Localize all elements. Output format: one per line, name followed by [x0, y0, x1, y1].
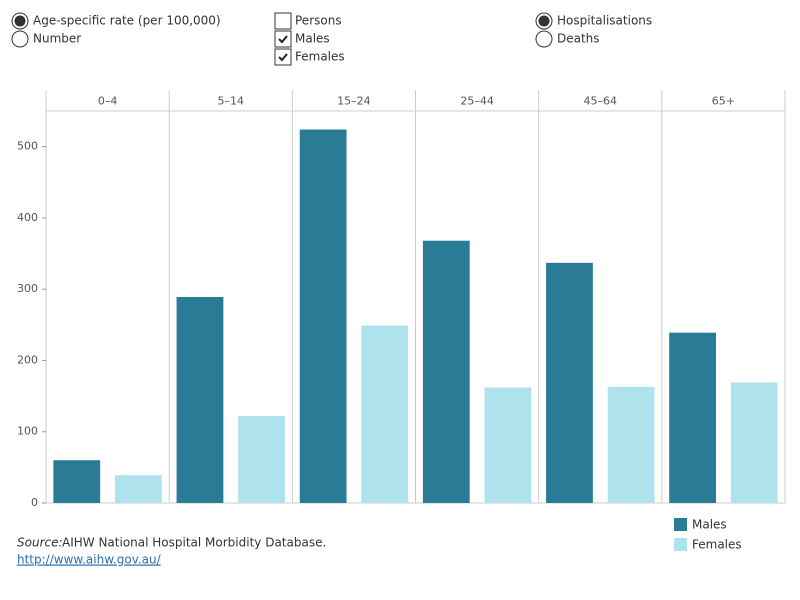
bar: [607, 386, 655, 503]
y-tick-label: 100: [17, 425, 38, 438]
y-tick-label: 300: [17, 282, 38, 295]
source-label: Source:: [17, 536, 63, 550]
checkmark: [278, 53, 288, 62]
bar: [114, 475, 162, 503]
facet-label: 15–24: [337, 95, 371, 108]
checkbox-label: Persons: [295, 14, 342, 28]
checkbox[interactable]: [274, 30, 292, 48]
bar: [238, 416, 285, 503]
radio-label: Deaths: [557, 32, 600, 46]
bar: [361, 325, 409, 503]
facet-label: 65+: [712, 95, 735, 108]
legend-label: Males: [692, 518, 727, 532]
checkmark: [278, 35, 288, 44]
y-tick-label: 0: [31, 496, 38, 509]
source-link[interactable]: http://www.aihw.gov.au/: [17, 553, 162, 567]
bar: [299, 129, 347, 503]
facet-label: 45–64: [584, 95, 618, 108]
bar: [422, 240, 470, 503]
checkbox[interactable]: [274, 48, 292, 66]
bar: [669, 332, 717, 503]
bar: [730, 382, 778, 503]
facet-label: 0–4: [98, 95, 118, 108]
radio-button[interactable]: [535, 30, 553, 48]
bar: [176, 297, 224, 503]
radio-label: Age-specific rate (per 100,000): [33, 14, 221, 28]
bar: [484, 387, 532, 503]
facet-label: 5–14: [218, 95, 245, 108]
radio-button[interactable]: [11, 30, 29, 48]
legend-swatch: [674, 518, 687, 531]
source-text: AIHW National Hospital Morbidity Databas…: [62, 536, 326, 550]
legend-label: Females: [692, 538, 742, 552]
y-tick-label: 200: [17, 353, 38, 366]
legend-swatch: [674, 538, 687, 551]
y-tick-label: 500: [17, 140, 38, 153]
checkbox-label: Females: [295, 50, 345, 64]
radio-label: Hospitalisations: [557, 14, 652, 28]
checkbox[interactable]: [274, 12, 292, 30]
y-tick-label: 400: [17, 211, 38, 224]
facet-label: 25–44: [460, 95, 494, 108]
checkbox-label: Males: [295, 32, 330, 46]
radio-label: Number: [33, 32, 81, 46]
bar: [53, 460, 101, 503]
radio-dot: [538, 15, 550, 27]
radio-dot: [14, 15, 26, 27]
bar: [546, 262, 593, 503]
